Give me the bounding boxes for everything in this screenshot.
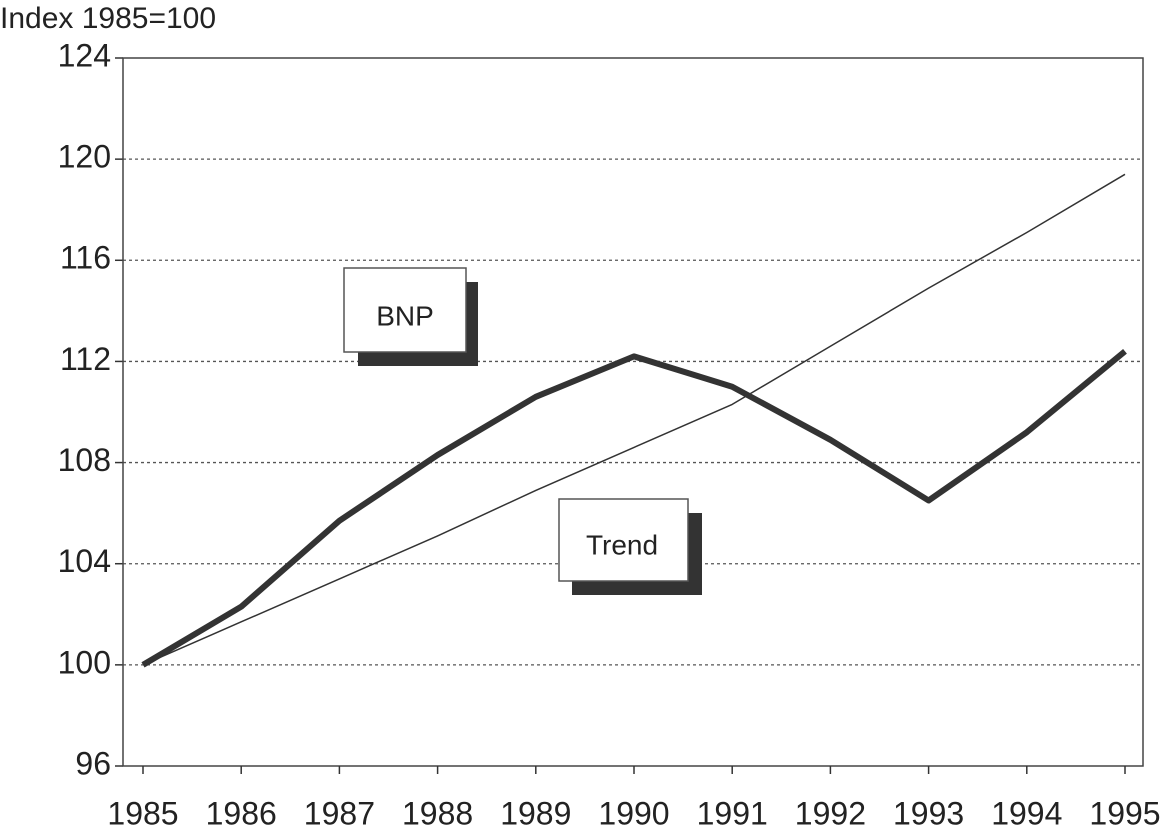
y-axis-label: Index 1985=100 xyxy=(0,2,216,35)
x-tick-label: 1990 xyxy=(598,795,669,831)
x-tick-label: 1993 xyxy=(893,795,964,831)
y-tick-label: 124 xyxy=(58,37,111,73)
y-tick-label: 112 xyxy=(60,341,111,377)
y-tick-label: 96 xyxy=(75,745,111,781)
y-tick-label: 100 xyxy=(58,644,111,680)
x-tick-label: 1994 xyxy=(991,795,1062,831)
series-label: BNP xyxy=(376,300,434,331)
box xyxy=(343,267,467,353)
x-tick-label: 1989 xyxy=(500,795,571,831)
series-line xyxy=(141,348,1127,668)
y-tick-label: 116 xyxy=(60,240,111,276)
y-tick-label: 108 xyxy=(58,442,111,478)
y-tick-label: 104 xyxy=(58,543,111,579)
series-label: Trend xyxy=(586,529,658,560)
y-tick-label: 120 xyxy=(58,139,111,175)
box xyxy=(558,498,689,582)
series-line xyxy=(142,173,1126,666)
x-tick-label: 1987 xyxy=(304,795,375,831)
x-tick-label: 1991 xyxy=(697,795,768,831)
x-tick-label: 1986 xyxy=(206,795,277,831)
annotations: BNP Trend xyxy=(343,267,702,595)
x-tick-label: 1995 xyxy=(1089,795,1160,831)
x-tick-label: 1992 xyxy=(795,795,866,831)
x-tick-label: 1988 xyxy=(402,795,473,831)
x-tick-label: 1985 xyxy=(107,795,178,831)
plot-frame xyxy=(122,57,1144,767)
